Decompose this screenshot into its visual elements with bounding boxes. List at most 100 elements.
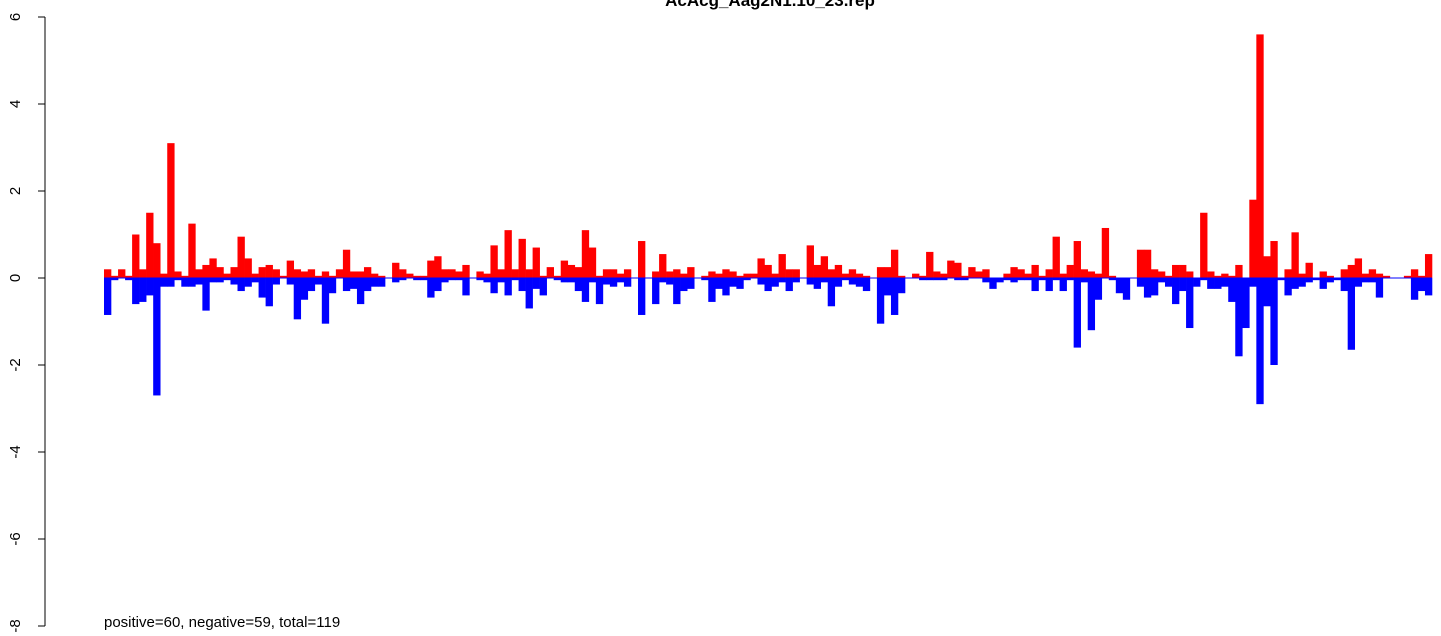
bar [139,269,147,278]
bar [1003,273,1011,278]
bar [490,278,498,294]
bar [258,278,266,298]
bar [1024,278,1032,281]
bar [230,267,238,278]
bar [518,238,526,278]
bar [427,260,435,278]
bar [722,269,730,278]
bar [125,278,133,281]
bar [616,273,625,278]
bar [321,271,330,278]
bar [1214,275,1222,278]
bar [1164,275,1173,278]
bar [1073,241,1081,278]
bar [111,278,119,281]
bar [1143,249,1152,278]
bar [1207,271,1215,278]
bar [413,275,421,278]
bar [342,249,351,278]
bar [1263,278,1271,307]
bar [595,275,604,278]
y-tick-label: 6 [7,13,24,21]
bar [1031,278,1039,292]
bar [1094,273,1103,278]
bar [1087,278,1096,331]
bar [195,278,203,285]
bar [1410,269,1419,278]
bar [1361,278,1370,283]
bar [371,278,379,287]
bar [202,278,210,311]
bar [244,278,252,287]
bar [708,271,716,278]
bar [1150,278,1159,296]
bar [1305,278,1313,283]
bar [546,267,554,278]
bar [349,278,358,289]
bar [1249,199,1257,278]
bar [855,278,864,287]
bar [1312,278,1320,281]
bar [1164,278,1173,287]
bar [827,278,836,307]
bar [406,273,414,278]
bar [1080,278,1089,283]
bar [1024,273,1032,278]
bar [399,278,407,281]
bar [420,275,428,278]
bar [876,267,885,278]
bar [890,278,899,315]
y-tick-label: -8 [7,619,24,632]
bar [933,278,941,281]
bar [602,269,611,278]
bar [1424,254,1433,278]
bar [890,249,899,278]
bar [237,278,245,292]
bar [1010,267,1018,278]
bar [708,278,716,302]
bar [820,278,829,283]
bar [321,278,330,324]
bar [1263,256,1271,278]
bar [1207,278,1215,289]
bar [638,241,646,278]
bar [378,278,386,287]
bar [181,275,189,278]
bar [1108,278,1117,281]
bar [441,269,449,278]
bar [356,278,365,305]
bar [1242,278,1250,329]
bar [1340,278,1348,292]
bar [300,278,309,300]
bar [328,275,337,278]
bar [1115,278,1124,294]
bar [792,269,800,278]
bar [947,260,955,278]
bar [525,278,533,309]
bar [335,269,344,278]
y-tick-label: 2 [7,187,24,195]
bar [265,278,273,307]
bar [666,278,674,285]
y-tick-label: -2 [7,358,24,371]
bar [293,269,302,278]
bar [1017,269,1025,278]
bar [883,278,892,296]
bar [455,278,463,281]
bar [1326,275,1334,278]
bar [392,278,400,283]
bar [483,273,491,278]
bar [1305,262,1313,278]
bar [153,278,161,396]
bar [862,278,871,292]
bar [982,269,990,278]
bar [160,278,168,287]
bar [897,275,906,278]
bar [286,260,295,278]
bar [223,273,231,278]
bar [1066,264,1074,278]
bar [462,264,470,278]
bar [1410,278,1419,300]
bar [792,278,800,283]
bar [623,278,632,287]
